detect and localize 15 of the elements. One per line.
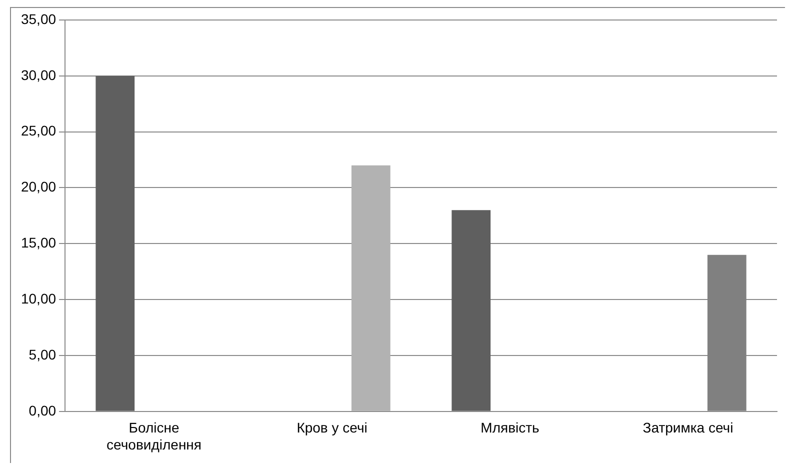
- y-tick-label: 10,00: [20, 290, 56, 306]
- x-tick-label: Кров у сечі: [296, 420, 368, 436]
- bar: [351, 165, 390, 411]
- y-tick-label: 0,00: [28, 402, 56, 418]
- y-tick-label: 20,00: [20, 178, 56, 195]
- bar: [96, 76, 135, 411]
- x-tick-label: Болісне сечовиділення: [106, 420, 202, 452]
- y-tick-label: 25,00: [20, 122, 56, 139]
- y-tick-label: 15,00: [20, 234, 56, 251]
- x-tick-label: Затримка сечі: [642, 420, 734, 436]
- y-tick-label: 5,00: [28, 346, 56, 362]
- x-tick-label: Млявість: [480, 420, 540, 436]
- y-tick-label: 30,00: [20, 66, 56, 83]
- bar: [452, 210, 491, 411]
- y-tick-label: 35,00: [20, 10, 56, 27]
